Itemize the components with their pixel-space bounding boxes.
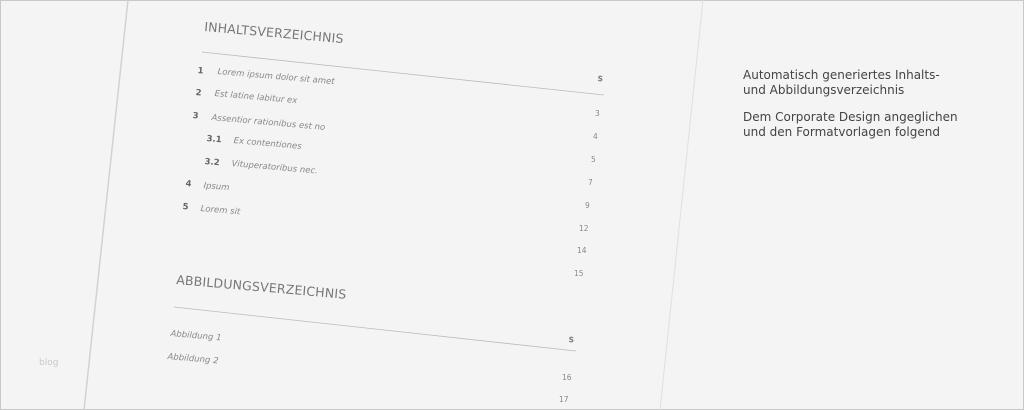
toc-page-number: 7 — [588, 178, 593, 187]
toc-entry-number: 3.1 — [206, 134, 223, 146]
toc-rule — [201, 51, 605, 96]
figures-rule — [173, 306, 577, 352]
description-line: und den Formatvorlagen folgend — [743, 125, 940, 139]
toc-entry-number: 2 — [195, 88, 202, 99]
figure-page-number: 16 — [562, 373, 572, 382]
toc-page-number: 12 — [579, 224, 589, 233]
toc-entry-number: 3.2 — [204, 157, 221, 169]
description-block-1: Automatisch generiertes Inhalts- und Abb… — [743, 68, 940, 98]
toc-entry-number: 3 — [192, 111, 199, 122]
toc-page-number: 9 — [585, 201, 590, 210]
description-line: und Abbildungsverzeichnis — [743, 83, 905, 97]
toc-page-number: 5 — [591, 155, 596, 164]
description-line: Automatisch generiertes Inhalts- — [743, 68, 940, 82]
toc-entry-number: 1 — [197, 66, 204, 77]
page-right-edge — [659, 0, 704, 410]
toc-page-number: 4 — [593, 132, 598, 141]
toc-page-number: 3 — [595, 109, 600, 118]
description-block-2: Dem Corporate Design angeglichen und den… — [743, 110, 958, 140]
toc-page-number: 15 — [574, 269, 584, 278]
toc-page-number: 14 — [577, 246, 587, 255]
toc-entry-title[interactable]: Ipsum — [203, 181, 230, 194]
page-left-edge — [83, 0, 129, 410]
figures-page-header: S — [568, 335, 575, 345]
description-line: Dem Corporate Design angeglichen — [743, 110, 958, 124]
toc-entry-number: 5 — [182, 202, 189, 213]
toc-entry-number: 4 — [185, 179, 192, 190]
toc-page-header: S — [597, 74, 604, 84]
blog-watermark: blog — [39, 358, 59, 368]
figure-page-number: 17 — [559, 395, 569, 404]
